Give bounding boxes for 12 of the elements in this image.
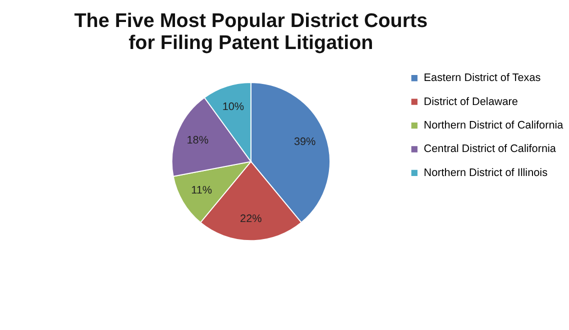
data-label: 39%	[294, 136, 316, 148]
data-label: 11%	[191, 184, 212, 197]
text: for Filing Patent Litigation	[128, 32, 374, 54]
text: The Five Most Popular District Courts	[74, 10, 428, 32]
data-label: 18%	[186, 134, 209, 146]
legend-label: Northern District of California	[424, 120, 564, 132]
legend-label: Northern District of Illinois	[424, 166, 548, 179]
data-label: 22%	[240, 212, 262, 225]
legend-label: Eastern District of Texas	[424, 72, 542, 84]
legend-label: District of Delaware	[424, 96, 518, 108]
legend-label: Central District of California	[424, 143, 557, 156]
data-label: 10%	[222, 101, 244, 114]
